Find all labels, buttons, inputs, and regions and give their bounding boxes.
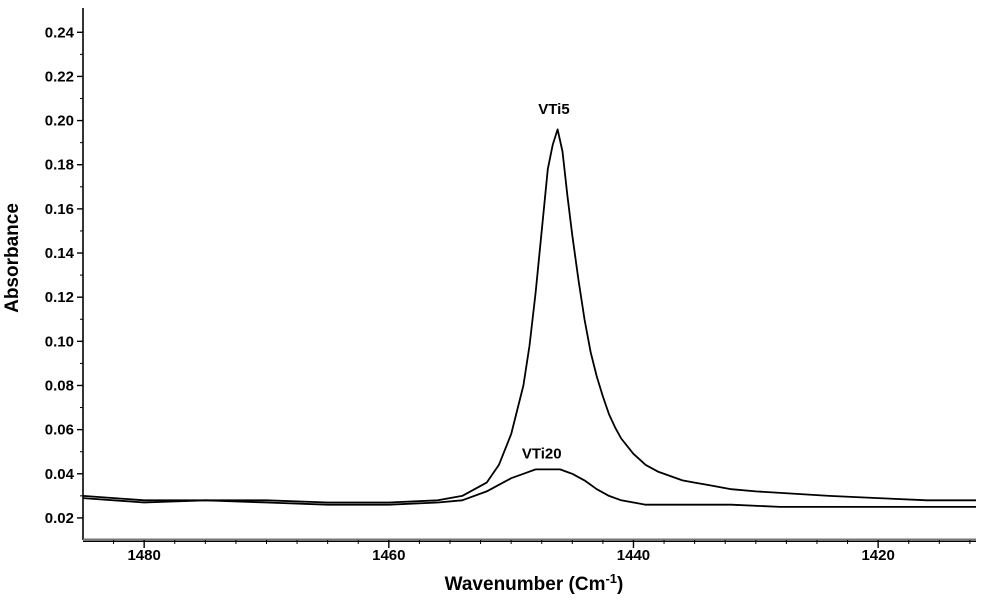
x-axis-title: Wavenumber (Cm-1) [445,571,624,595]
x-tick-label: 1420 [861,547,894,564]
y-tick-label: 0.24 [45,24,75,41]
x-axis-title-close: ) [617,574,623,595]
y-tick-label: 0.04 [45,466,75,483]
y-tick-label: 0.20 [45,113,74,130]
series-label-vti20: VTi20 [522,445,562,462]
tick-marks [77,31,971,548]
x-tick-label: 1480 [127,547,160,564]
y-tick-label: 0.08 [45,377,74,394]
x-axis-title-superscript: -1 [605,571,617,586]
x-tick-label: 1440 [617,547,650,564]
y-axis-title: Absorbance [2,203,23,313]
series-line-vti20 [82,468,976,508]
series-line-vti5 [82,128,976,504]
x-axis-title-main: Wavenumber (Cm [445,574,606,595]
tick-labels: 0.02 0.04 0.06 0.08 0.10 0.12 0.14 0.16 0.18 0.20… [45,24,895,564]
y-tick-label: 0.02 [45,510,74,527]
y-tick-label: 0.18 [45,157,74,174]
y-tick-label: 0.06 [45,422,74,439]
y-tick-label: 0.10 [45,333,74,350]
y-tick-label: 0.16 [45,201,74,218]
y-tick-label: 0.12 [45,289,74,306]
y-tick-label: 0.14 [45,245,75,262]
series-label-vti5: VTi5 [538,101,569,118]
series-layer: VTi5 VTi20 [82,101,976,508]
x-tick-label: 1460 [372,547,405,564]
y-tick-label: 0.22 [45,68,74,85]
